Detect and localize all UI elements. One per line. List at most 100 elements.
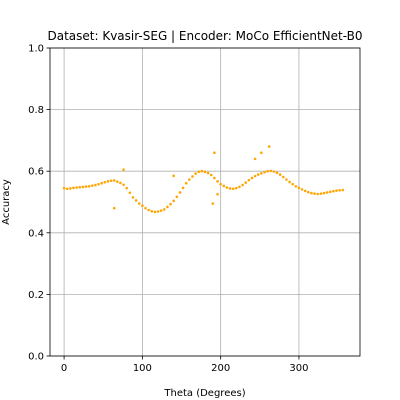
scatter-point xyxy=(72,186,75,190)
scatter-point xyxy=(197,170,201,174)
scatter-point xyxy=(194,172,197,175)
scatter-point xyxy=(335,189,338,192)
y-tick-label: 0.4 xyxy=(28,228,44,239)
scatter-point xyxy=(97,182,100,186)
scatter-point xyxy=(288,180,291,184)
scatter-point xyxy=(313,192,316,195)
y-tick-label: 0.2 xyxy=(28,290,44,301)
scatter-point xyxy=(200,169,204,173)
x-tick-label: 200 xyxy=(211,363,230,374)
scatter-point xyxy=(332,189,335,193)
scatter-point xyxy=(191,175,194,178)
scatter-point xyxy=(247,178,251,182)
scatter-point xyxy=(285,178,288,181)
scatter-point xyxy=(119,181,122,185)
scatter-point xyxy=(266,169,269,173)
scatter-point xyxy=(156,210,160,213)
scatter-point xyxy=(75,186,78,189)
scatter-point xyxy=(272,170,276,173)
x-axis-label: Theta (Degrees) xyxy=(163,388,245,399)
scatter-point xyxy=(144,206,147,210)
scatter-point xyxy=(281,175,285,179)
scatter-point xyxy=(109,179,113,183)
scatter-point xyxy=(322,191,326,195)
scatter-point xyxy=(325,191,329,194)
scatter-point xyxy=(231,187,235,191)
scatter-point xyxy=(219,182,222,186)
scatter-point xyxy=(216,180,219,183)
chart-title: Dataset: Kvasir-SEG | Encoder: MoCo Effi… xyxy=(47,29,362,43)
scatter-point xyxy=(213,151,216,155)
scatter-point xyxy=(90,184,94,187)
scatter-point xyxy=(253,157,257,161)
scatter-point xyxy=(228,187,232,190)
scatter-point xyxy=(169,202,172,206)
y-tick-label: 0.0 xyxy=(28,352,44,363)
scatter-point xyxy=(103,180,107,184)
scatter-point xyxy=(275,171,279,175)
scatter-point xyxy=(316,192,320,196)
scatter-point xyxy=(134,199,138,202)
scatter-point xyxy=(211,202,215,205)
scatter-point xyxy=(106,180,110,183)
y-tick-label: 0.6 xyxy=(28,167,44,178)
scatter-point xyxy=(128,191,132,195)
scatter-point xyxy=(260,151,263,155)
axis-ticks: 0 100 200 300 0.0 0.2 0.4 0.6 0.8 1.0 xyxy=(28,44,308,375)
scatter-point xyxy=(307,190,310,194)
scatter-point xyxy=(87,184,91,188)
x-tick-label: 100 xyxy=(133,363,152,374)
scatter-point xyxy=(162,208,166,211)
x-tick-label: 0 xyxy=(61,363,67,374)
scatter-point xyxy=(184,181,188,185)
scatter-point xyxy=(188,178,191,181)
x-tick-label: 300 xyxy=(289,363,308,374)
scatter-point xyxy=(78,185,82,189)
scatter-point xyxy=(297,186,301,190)
scatter-point xyxy=(94,183,97,187)
scatter-point xyxy=(131,196,135,199)
scatter-point xyxy=(222,184,226,188)
scatter-point xyxy=(178,191,182,194)
y-tick-label: 0.8 xyxy=(28,105,44,116)
scatter-point xyxy=(338,189,341,192)
scatter-point xyxy=(172,174,175,178)
scatter-point xyxy=(294,184,298,188)
scatter-point xyxy=(125,186,129,190)
scatter-point xyxy=(238,185,241,189)
scatter-point xyxy=(122,183,125,187)
scatter-point xyxy=(267,145,271,148)
scatter-point xyxy=(235,186,238,190)
scatter-point xyxy=(112,206,116,210)
scatter-point xyxy=(310,191,313,195)
scatter-point xyxy=(213,176,216,180)
scatter-point xyxy=(291,182,294,186)
y-tick-label: 1.0 xyxy=(28,44,44,55)
scatter-point xyxy=(150,209,154,213)
scatter-point xyxy=(141,204,144,207)
scatter-point xyxy=(116,180,119,183)
scatter-point xyxy=(241,183,244,187)
scatter-point xyxy=(81,185,85,189)
scatter-point xyxy=(319,192,323,195)
scatter-point xyxy=(206,171,210,175)
scatter-point xyxy=(137,202,141,205)
scatter-point xyxy=(300,188,304,191)
scatter-point xyxy=(328,190,332,194)
scatter-point xyxy=(122,168,125,171)
y-axis-label: Accuracy xyxy=(1,179,12,225)
scatter-point xyxy=(269,169,273,173)
scatter-point xyxy=(203,170,207,174)
scatter-point xyxy=(172,199,175,203)
scatter-point xyxy=(260,172,263,175)
scatter-point xyxy=(303,189,307,193)
scatter-point xyxy=(153,210,157,214)
scatter-point xyxy=(216,193,219,196)
scatter-point xyxy=(112,179,116,182)
scatter-point xyxy=(84,185,88,188)
scatter-point xyxy=(256,173,260,176)
grid-lines xyxy=(50,47,360,357)
scatter-point xyxy=(147,208,150,212)
scatter-point xyxy=(69,187,72,190)
